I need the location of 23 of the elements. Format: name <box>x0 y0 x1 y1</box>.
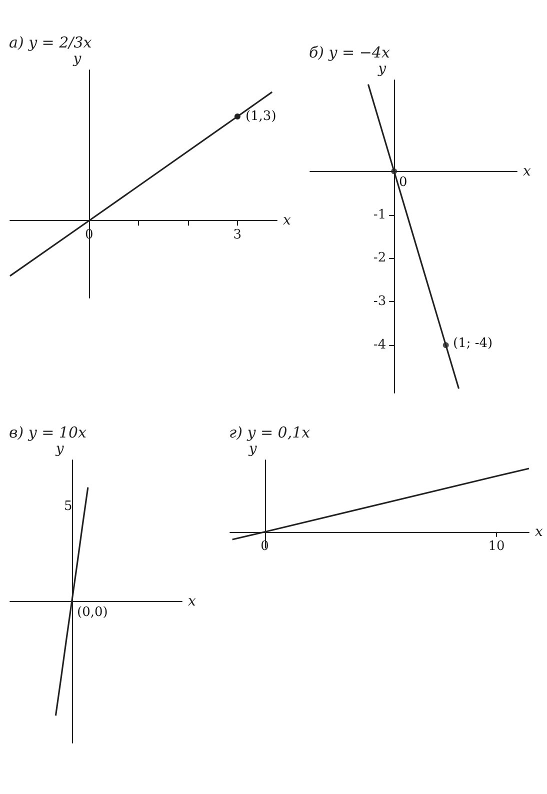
y-axis-title: y <box>54 441 65 457</box>
annotation: 5 <box>64 499 72 514</box>
annotation: (0,0) <box>77 605 108 620</box>
annotation: 0 <box>399 175 408 190</box>
y-axis-title: y <box>377 61 388 77</box>
chart-title: б) y = −4x <box>309 44 390 62</box>
chart-title: в) y = 10x <box>9 424 88 442</box>
y-tick-label: -4 <box>373 338 386 353</box>
y-tick-label: -2 <box>373 250 386 266</box>
annotation: (1; -4) <box>453 336 493 351</box>
annotation: (1,3) <box>245 108 276 124</box>
y-tick-label: -3 <box>373 294 386 310</box>
chart-title: а) y = 2/3x <box>9 34 92 52</box>
x-axis-title: x <box>523 163 531 180</box>
y-axis-title: y <box>72 51 82 67</box>
x-axis-title: x <box>188 594 196 610</box>
y-axis-title: y <box>248 441 258 457</box>
chart-title: г) y = 0,1x <box>229 424 311 442</box>
y-tick-label: -1 <box>373 207 386 222</box>
x-tick-label: 10 <box>488 538 505 554</box>
x-axis-title: x <box>535 524 543 540</box>
x-tick-label: 3 <box>233 228 242 243</box>
x-axis-title: x <box>283 212 291 229</box>
